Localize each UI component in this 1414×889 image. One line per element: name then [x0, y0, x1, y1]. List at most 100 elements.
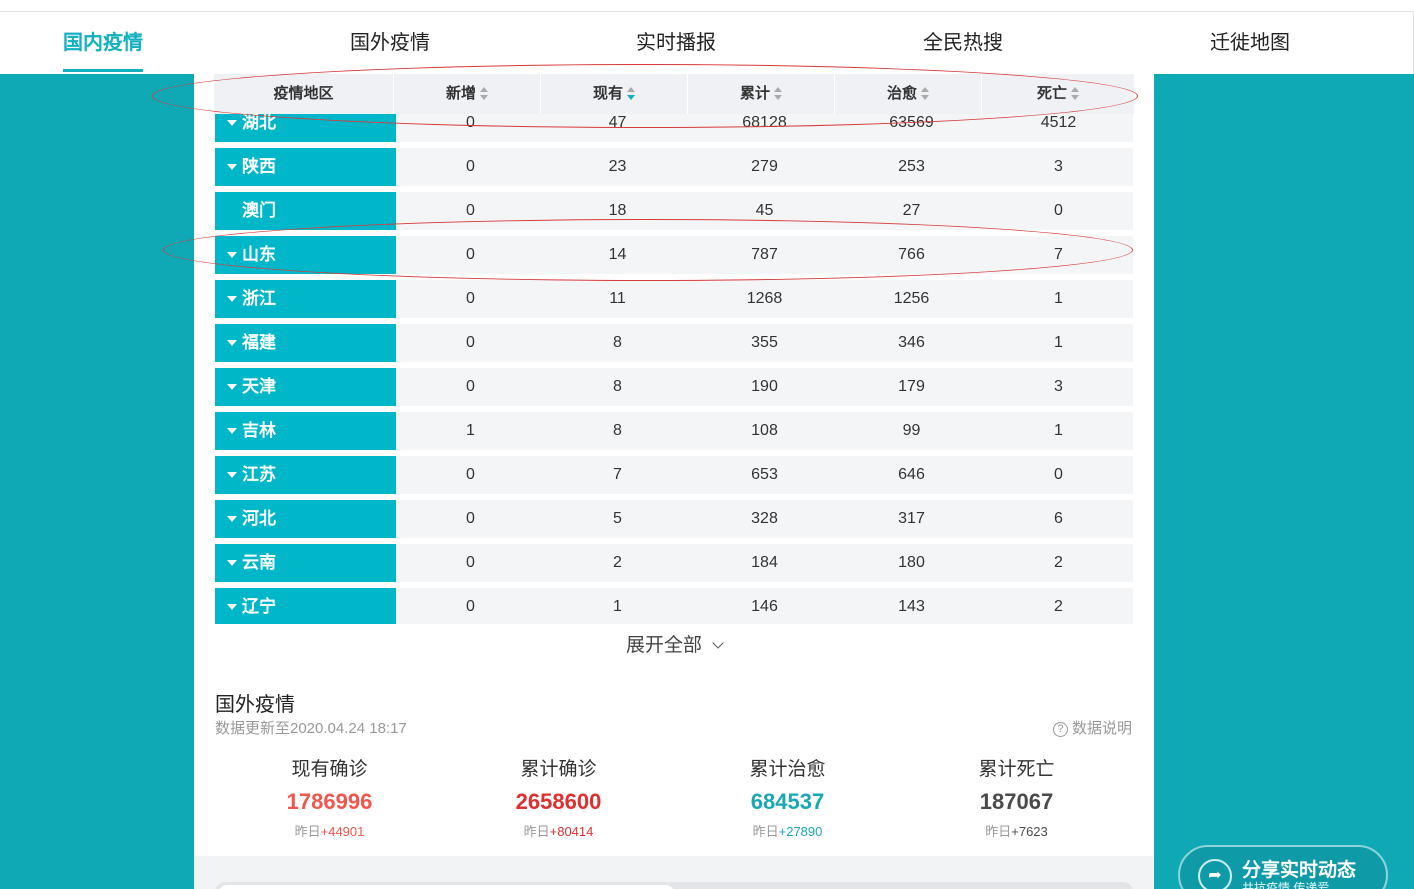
caret-down-icon[interactable] — [227, 384, 237, 390]
tab-hot-search[interactable]: 全民热搜 — [923, 32, 1003, 54]
stat-yesterday-delta: +7623 — [1011, 824, 1048, 839]
header-total[interactable]: 累计 — [688, 74, 835, 114]
region-cell[interactable]: 河北 — [215, 500, 396, 538]
table-row[interactable]: 陕西 0 23 279 253 3 — [215, 148, 1133, 186]
cell-total: 279 — [751, 158, 778, 175]
sort-icon[interactable] — [774, 87, 782, 101]
cell-new: 0 — [466, 554, 475, 571]
cell-total: 653 — [751, 466, 778, 483]
cell-current: 23 — [608, 158, 627, 175]
region-name: 浙江 — [242, 289, 276, 308]
data-help-link[interactable]: ? 数据说明 — [1052, 717, 1132, 738]
region-cell[interactable]: 陕西 — [215, 148, 396, 186]
cell-cured: 766 — [898, 246, 925, 263]
table-row[interactable]: 湖北 0 47 68128 63569 4512 — [215, 114, 1133, 142]
cell-death: 0 — [1054, 466, 1063, 483]
region-name: 天津 — [242, 377, 276, 396]
stat-yesterday: 昨日+27890 — [673, 821, 902, 840]
table-row[interactable]: 辽宁 0 1 146 143 2 — [215, 588, 1133, 624]
stat-yesterday-prefix: 昨日 — [294, 824, 321, 839]
table-row[interactable]: 天津 0 8 190 179 3 — [215, 368, 1133, 406]
sort-desc-icon[interactable] — [627, 87, 635, 101]
stat-yesterday: 昨日+7623 — [902, 821, 1131, 840]
table-row[interactable]: 浙江 0 11 1268 1256 1 — [215, 280, 1133, 318]
cell-current: 8 — [613, 378, 622, 395]
table-row[interactable]: 江苏 0 7 653 646 0 — [215, 456, 1133, 494]
region-cell[interactable]: 浙江 — [215, 280, 396, 318]
region-cell[interactable]: 福建 — [215, 324, 396, 362]
cell-current: 7 — [613, 466, 622, 483]
stat-yesterday-delta: +27890 — [778, 824, 823, 839]
caret-down-icon[interactable] — [227, 472, 237, 478]
stat-value: 2658600 — [515, 789, 602, 814]
caret-down-icon[interactable] — [227, 340, 237, 346]
cell-death: 2 — [1054, 598, 1063, 615]
caret-down-icon[interactable] — [227, 604, 237, 610]
cell-new: 0 — [466, 246, 475, 263]
cell-current: 14 — [608, 246, 627, 263]
region-cell[interactable]: 江苏 — [215, 456, 396, 494]
stat-yesterday-prefix: 昨日 — [523, 824, 550, 839]
caret-down-icon[interactable] — [227, 428, 237, 434]
share-title: 分享实时动态 — [1242, 860, 1357, 881]
table-row[interactable]: 云南 0 2 184 180 2 — [215, 544, 1133, 582]
caret-down-icon[interactable] — [227, 120, 237, 126]
caret-down-icon[interactable] — [227, 252, 237, 258]
cell-current: 5 — [613, 510, 622, 527]
header-cured[interactable]: 治愈 — [835, 74, 982, 114]
cell-cured: 1256 — [893, 290, 930, 307]
region-cell[interactable]: 湖北 — [215, 114, 396, 142]
share-icon: ➦ — [1198, 859, 1232, 889]
tab-migration-map[interactable]: 迁徙地图 — [1210, 32, 1290, 54]
table-row[interactable]: 吉林 1 8 108 99 1 — [215, 412, 1133, 450]
table-row[interactable]: 山东 0 14 787 766 7 — [215, 236, 1133, 274]
table-row[interactable]: 澳门 0 18 45 27 0 — [215, 192, 1133, 230]
header-death[interactable]: 死亡 — [982, 74, 1134, 114]
cell-new: 0 — [466, 114, 475, 131]
region-cell[interactable]: 辽宁 — [215, 588, 396, 624]
cell-cured: 253 — [898, 158, 925, 175]
caret-down-icon[interactable] — [227, 516, 237, 522]
cell-new: 0 — [466, 290, 475, 307]
sort-icon[interactable] — [921, 87, 929, 101]
cell-death: 1 — [1054, 290, 1063, 307]
region-cell[interactable]: 山东 — [215, 236, 396, 274]
caret-down-icon[interactable] — [227, 296, 237, 302]
region-cell[interactable]: 吉林 — [215, 412, 396, 450]
cell-cured: 646 — [898, 466, 925, 483]
cell-new: 0 — [466, 202, 475, 219]
sub-tab-selected[interactable] — [219, 885, 674, 889]
cell-death: 3 — [1054, 158, 1063, 175]
cell-death: 1 — [1054, 334, 1063, 351]
header-new[interactable]: 新增 — [394, 74, 541, 114]
stat-label: 现有确诊 — [291, 759, 368, 780]
tab-foreign[interactable]: 国外疫情 — [350, 32, 430, 54]
caret-down-icon[interactable] — [227, 164, 237, 170]
caret-down-icon[interactable] — [227, 560, 237, 566]
header-total-label: 累计 — [739, 85, 770, 102]
tab-domestic[interactable]: 国内疫情 — [63, 12, 143, 74]
sort-icon[interactable] — [480, 87, 488, 101]
tab-live-broadcast[interactable]: 实时播报 — [636, 32, 716, 54]
header-current[interactable]: 现有 — [541, 74, 688, 114]
cell-current: 8 — [613, 334, 622, 351]
region-name: 云南 — [242, 553, 276, 572]
table-row[interactable]: 福建 0 8 355 346 1 — [215, 324, 1133, 362]
stat-yesterday-delta: +80414 — [549, 824, 594, 839]
stat-value: 1786996 — [286, 789, 373, 814]
region-cell[interactable]: 澳门 — [215, 192, 396, 230]
cell-new: 0 — [466, 466, 475, 483]
cell-total: 328 — [751, 510, 778, 527]
cell-total: 787 — [751, 246, 778, 263]
share-live-button[interactable]: ➦ 分享实时动态 共抗疫情 传递爱 — [1178, 845, 1388, 889]
cell-death: 6 — [1054, 510, 1063, 527]
cell-current: 11 — [609, 290, 626, 307]
region-cell[interactable]: 天津 — [215, 368, 396, 406]
sort-icon[interactable] — [1071, 87, 1079, 101]
stat-label: 累计确诊 — [520, 759, 597, 780]
expand-all-button[interactable]: 展开全部 — [194, 630, 1154, 657]
region-cell[interactable]: 云南 — [215, 544, 396, 582]
cell-new: 1 — [466, 422, 475, 439]
cell-total: 1268 — [746, 290, 783, 307]
table-row[interactable]: 河北 0 5 328 317 6 — [215, 500, 1133, 538]
